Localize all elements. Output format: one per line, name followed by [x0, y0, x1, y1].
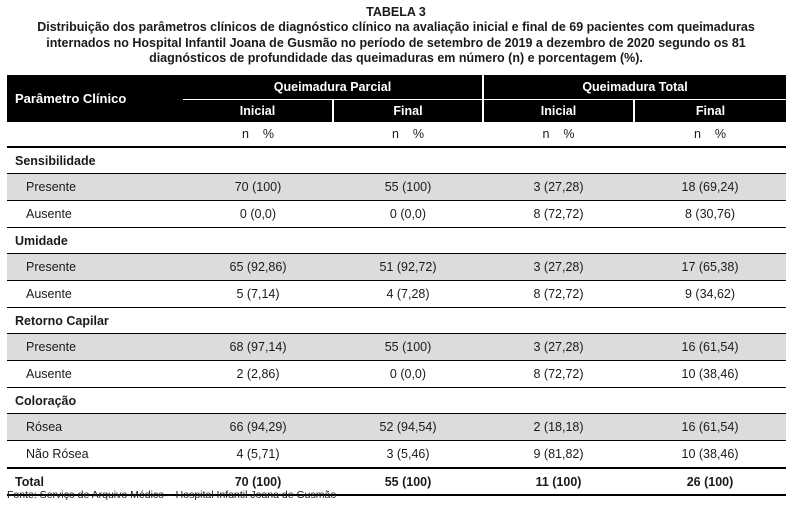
value-cell: 16 (61,54) [634, 413, 786, 441]
table-number: TABELA 3 [366, 5, 426, 19]
total-value: 26 (100) [634, 467, 786, 496]
value-cell: 8 (72,72) [483, 360, 634, 388]
total-row: Total 70 (100) 55 (100) 11 (100) 26 (100) [7, 467, 786, 496]
value-cell: 8 (72,72) [483, 200, 634, 228]
value-cell: 66 (94,29) [183, 413, 333, 441]
value-cell: 52 (94,54) [333, 413, 483, 441]
value-cell: 3 (27,28) [483, 333, 634, 361]
table-row: Presente 70 (100) 55 (100) 3 (27,28) 18 (69,… [7, 173, 786, 201]
table-row: Rósea 66 (94,29) 52 (94,54) 2 (18,18) 16 (61… [7, 413, 786, 441]
group-row: Umidade [7, 227, 786, 254]
value-cell: 68 (97,14) [183, 333, 333, 361]
units-row: n% n% n% n% [7, 122, 786, 148]
value-cell: 2 (2,86) [183, 360, 333, 388]
row-label: Presente [7, 333, 183, 361]
table-body: n% n% n% n% Sensibilidade Presente 70 (100… [7, 122, 786, 496]
value-cell: 65 (92,86) [183, 253, 333, 281]
units-cell: n% [634, 122, 786, 148]
value-cell: 0 (0,0) [183, 200, 333, 228]
value-cell: 17 (65,38) [634, 253, 786, 281]
value-cell: 10 (38,46) [634, 360, 786, 388]
value-cell: 9 (81,82) [483, 440, 634, 469]
header-group-total: Queimadura Total [482, 75, 786, 100]
value-cell: 4 (7,28) [333, 280, 483, 308]
value-cell: 8 (72,72) [483, 280, 634, 308]
table-row: Ausente 2 (2,86) 0 (0,0) 8 (72,72) 10 (38,46… [7, 360, 786, 388]
table-row: Presente 68 (97,14) 55 (100) 3 (27,28) 16 (6… [7, 333, 786, 361]
row-label: Presente [7, 173, 183, 201]
units-cell: n% [183, 122, 333, 148]
group-row: Retorno Capilar [7, 307, 786, 334]
header-group-partial: Queimadura Parcial [183, 75, 483, 100]
row-label: Não Rósea [7, 440, 183, 469]
value-cell: 55 (100) [333, 333, 483, 361]
header-partial-initial: Inicial [183, 99, 333, 122]
table-title: Distribuição dos parâmetros clínicos de … [37, 20, 755, 65]
table-row: Presente 65 (92,86) 51 (92,72) 3 (27,28) 17 … [7, 253, 786, 281]
row-label: Rósea [7, 413, 183, 441]
total-value: 55 (100) [333, 467, 483, 496]
group-title: Umidade [7, 227, 786, 254]
header-param: Parâmetro Clínico [7, 75, 183, 122]
group-title: Coloração [7, 387, 786, 414]
value-cell: 3 (5,46) [333, 440, 483, 469]
value-cell: 8 (30,76) [634, 200, 786, 228]
value-cell: 4 (5,71) [183, 440, 333, 469]
units-cell: n% [333, 122, 483, 148]
clinical-parameters-table: Parâmetro Clínico Queimadura Parcial Que… [7, 75, 786, 496]
value-cell: 9 (34,62) [634, 280, 786, 308]
value-cell: 3 (27,28) [483, 173, 634, 201]
group-row: Coloração [7, 387, 786, 414]
header-total-initial: Inicial [482, 99, 634, 122]
value-cell: 5 (7,14) [183, 280, 333, 308]
row-label: Ausente [7, 200, 183, 228]
header-total-final: Final [633, 99, 786, 122]
value-cell: 2 (18,18) [483, 413, 634, 441]
header-partial-final: Final [332, 99, 483, 122]
value-cell: 0 (0,0) [333, 200, 483, 228]
value-cell: 55 (100) [333, 173, 483, 201]
group-title: Sensibilidade [7, 147, 786, 174]
table-row: Ausente 5 (7,14) 4 (7,28) 8 (72,72) 9 (34,62… [7, 280, 786, 308]
total-label: Total [7, 467, 183, 496]
row-label: Ausente [7, 360, 183, 388]
total-value: 70 (100) [183, 467, 333, 496]
value-cell: 0 (0,0) [333, 360, 483, 388]
value-cell: 10 (38,46) [634, 440, 786, 469]
table-source: Fonte: Serviço de Arquivo Médico – Hospi… [7, 489, 337, 501]
value-cell: 3 (27,28) [483, 253, 634, 281]
table-row: Ausente 0 (0,0) 0 (0,0) 8 (72,72) 8 (30,76) [7, 200, 786, 228]
value-cell: 70 (100) [183, 173, 333, 201]
units-cell: n% [483, 122, 634, 148]
row-label: Ausente [7, 280, 183, 308]
value-cell: 18 (69,24) [634, 173, 786, 201]
table-row: Não Rósea 4 (5,71) 3 (5,46) 9 (81,82) 10 (38… [7, 440, 786, 469]
row-label: Presente [7, 253, 183, 281]
group-row: Sensibilidade [7, 147, 786, 174]
value-cell: 51 (92,72) [333, 253, 483, 281]
value-cell: 16 (61,54) [634, 333, 786, 361]
group-title: Retorno Capilar [7, 307, 786, 334]
table-caption: TABELA 3 Distribuição dos parâmetros clí… [0, 5, 792, 67]
total-value: 11 (100) [483, 467, 634, 496]
